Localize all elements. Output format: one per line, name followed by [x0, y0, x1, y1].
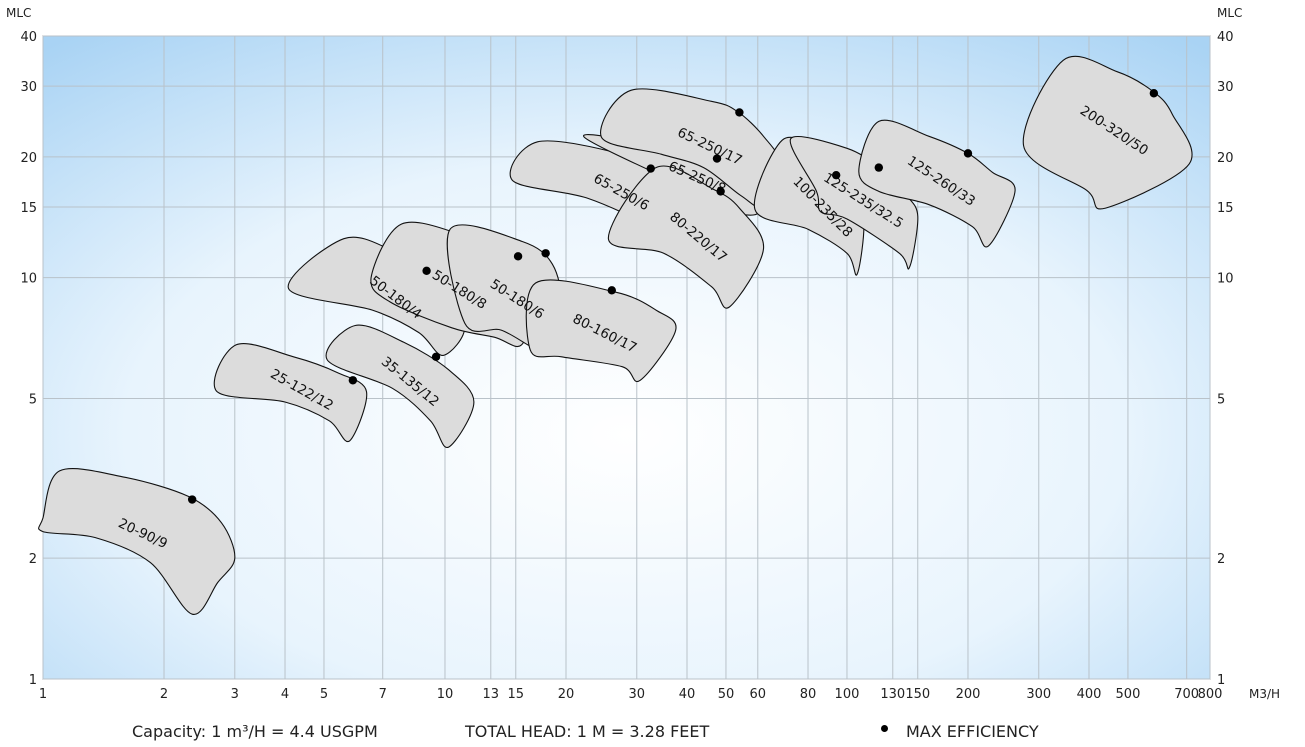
x-tick-label: 50 — [718, 687, 735, 702]
y-axis-unit-right: MLC — [1217, 6, 1242, 20]
max-efficiency-point — [712, 154, 722, 163]
y-tick-label-right: 30 — [1217, 80, 1234, 95]
max-efficiency-point — [1149, 89, 1159, 98]
x-tick-label: 10 — [437, 687, 454, 702]
y-tick-labels-right: 1 2 5 10 15 20 30 40 — [1217, 30, 1234, 688]
max-efficiency-point — [348, 376, 358, 385]
max-efficiency-point — [607, 286, 616, 295]
y-tick-label-left: 1 — [29, 673, 37, 688]
pump-region-20-90/9 — [38, 468, 236, 615]
y-tick-label-right: 10 — [1217, 272, 1234, 287]
y-tick-label-right: 5 — [1217, 392, 1225, 407]
max-efficiency-point — [422, 266, 431, 276]
max-efficiency-point — [646, 164, 655, 173]
x-tick-label: 300 — [1026, 687, 1051, 702]
y-tick-label-right: 15 — [1217, 201, 1234, 216]
pump-regions — [38, 55, 1193, 615]
x-tick-label: 150 — [905, 687, 930, 702]
max-efficiency-points — [187, 89, 1159, 504]
pump-region-35-135/12 — [325, 324, 475, 448]
x-tick-label: 15 — [507, 687, 524, 702]
y-tick-label-right: 40 — [1217, 30, 1234, 45]
max-efficiency-point — [716, 187, 725, 196]
max-efficiency-legend-icon — [881, 725, 888, 732]
x-tick-label: 13 — [483, 687, 500, 702]
y-tick-label-left: 10 — [20, 272, 37, 287]
x-tick-label: 400 — [1077, 687, 1102, 702]
x-axis-unit: M3/H — [1249, 687, 1280, 701]
x-tick-label: 60 — [750, 687, 767, 702]
max-efficiency-point — [513, 252, 523, 261]
x-tick-label: 100 — [835, 687, 860, 702]
x-tick-label: 1 — [39, 687, 47, 702]
pump-region-200-320/50 — [1022, 55, 1193, 210]
y-tick-label-left: 30 — [20, 80, 37, 95]
max-efficiency-point — [874, 163, 884, 172]
max-efficiency-point — [187, 495, 197, 504]
x-tick-label: 200 — [956, 687, 981, 702]
x-tick-label: 5 — [320, 687, 328, 702]
x-tick-label: 3 — [231, 687, 239, 702]
y-tick-labels-left: 1 2 5 10 15 20 30 40 — [20, 30, 37, 688]
max-efficiency-point — [831, 170, 841, 180]
y-tick-label-left: 5 — [29, 392, 37, 407]
head-conversion-note: TOTAL HEAD: 1 M = 3.28 FEET — [465, 722, 710, 741]
x-tick-label: 80 — [800, 687, 817, 702]
x-tick-label: 40 — [679, 687, 696, 702]
x-tick-label: 800 — [1198, 687, 1223, 702]
y-tick-label-right: 20 — [1217, 151, 1234, 166]
pump-region-80-160/17 — [525, 279, 677, 383]
max-efficiency-legend-label: MAX EFFICIENCY — [906, 722, 1039, 741]
x-tick-label: 700 — [1174, 687, 1199, 702]
max-efficiency-point — [735, 108, 744, 117]
max-efficiency-point — [431, 352, 441, 362]
x-tick-label: 2 — [160, 687, 168, 702]
x-tick-label: 30 — [629, 687, 646, 702]
x-tick-label: 4 — [281, 687, 289, 702]
y-tick-label-left: 2 — [29, 552, 37, 567]
max-efficiency-point — [963, 149, 973, 158]
y-tick-label-left: 20 — [20, 151, 37, 166]
x-tick-label: 20 — [558, 687, 575, 702]
y-tick-label-left: 40 — [20, 30, 37, 45]
x-tick-label: 7 — [379, 687, 387, 702]
x-tick-label: 500 — [1116, 687, 1141, 702]
y-axis-unit-left: MLC — [6, 6, 31, 20]
y-tick-label-right: 2 — [1217, 552, 1225, 567]
pump-region-25-122/12 — [213, 343, 368, 443]
pump-region-125-260/33 — [858, 119, 1016, 248]
y-tick-label-right: 1 — [1217, 673, 1225, 688]
capacity-conversion-note: Capacity: 1 m³/H = 4.4 USGPM — [132, 722, 378, 741]
max-efficiency-point — [541, 249, 550, 258]
y-tick-label-left: 15 — [20, 201, 37, 216]
x-tick-label: 130 — [880, 687, 905, 702]
x-tick-labels: 1 2 3 4 5 7 10 13 15 20 30 40 50 60 80 100 130 150 200 300 4… — [39, 687, 1223, 702]
